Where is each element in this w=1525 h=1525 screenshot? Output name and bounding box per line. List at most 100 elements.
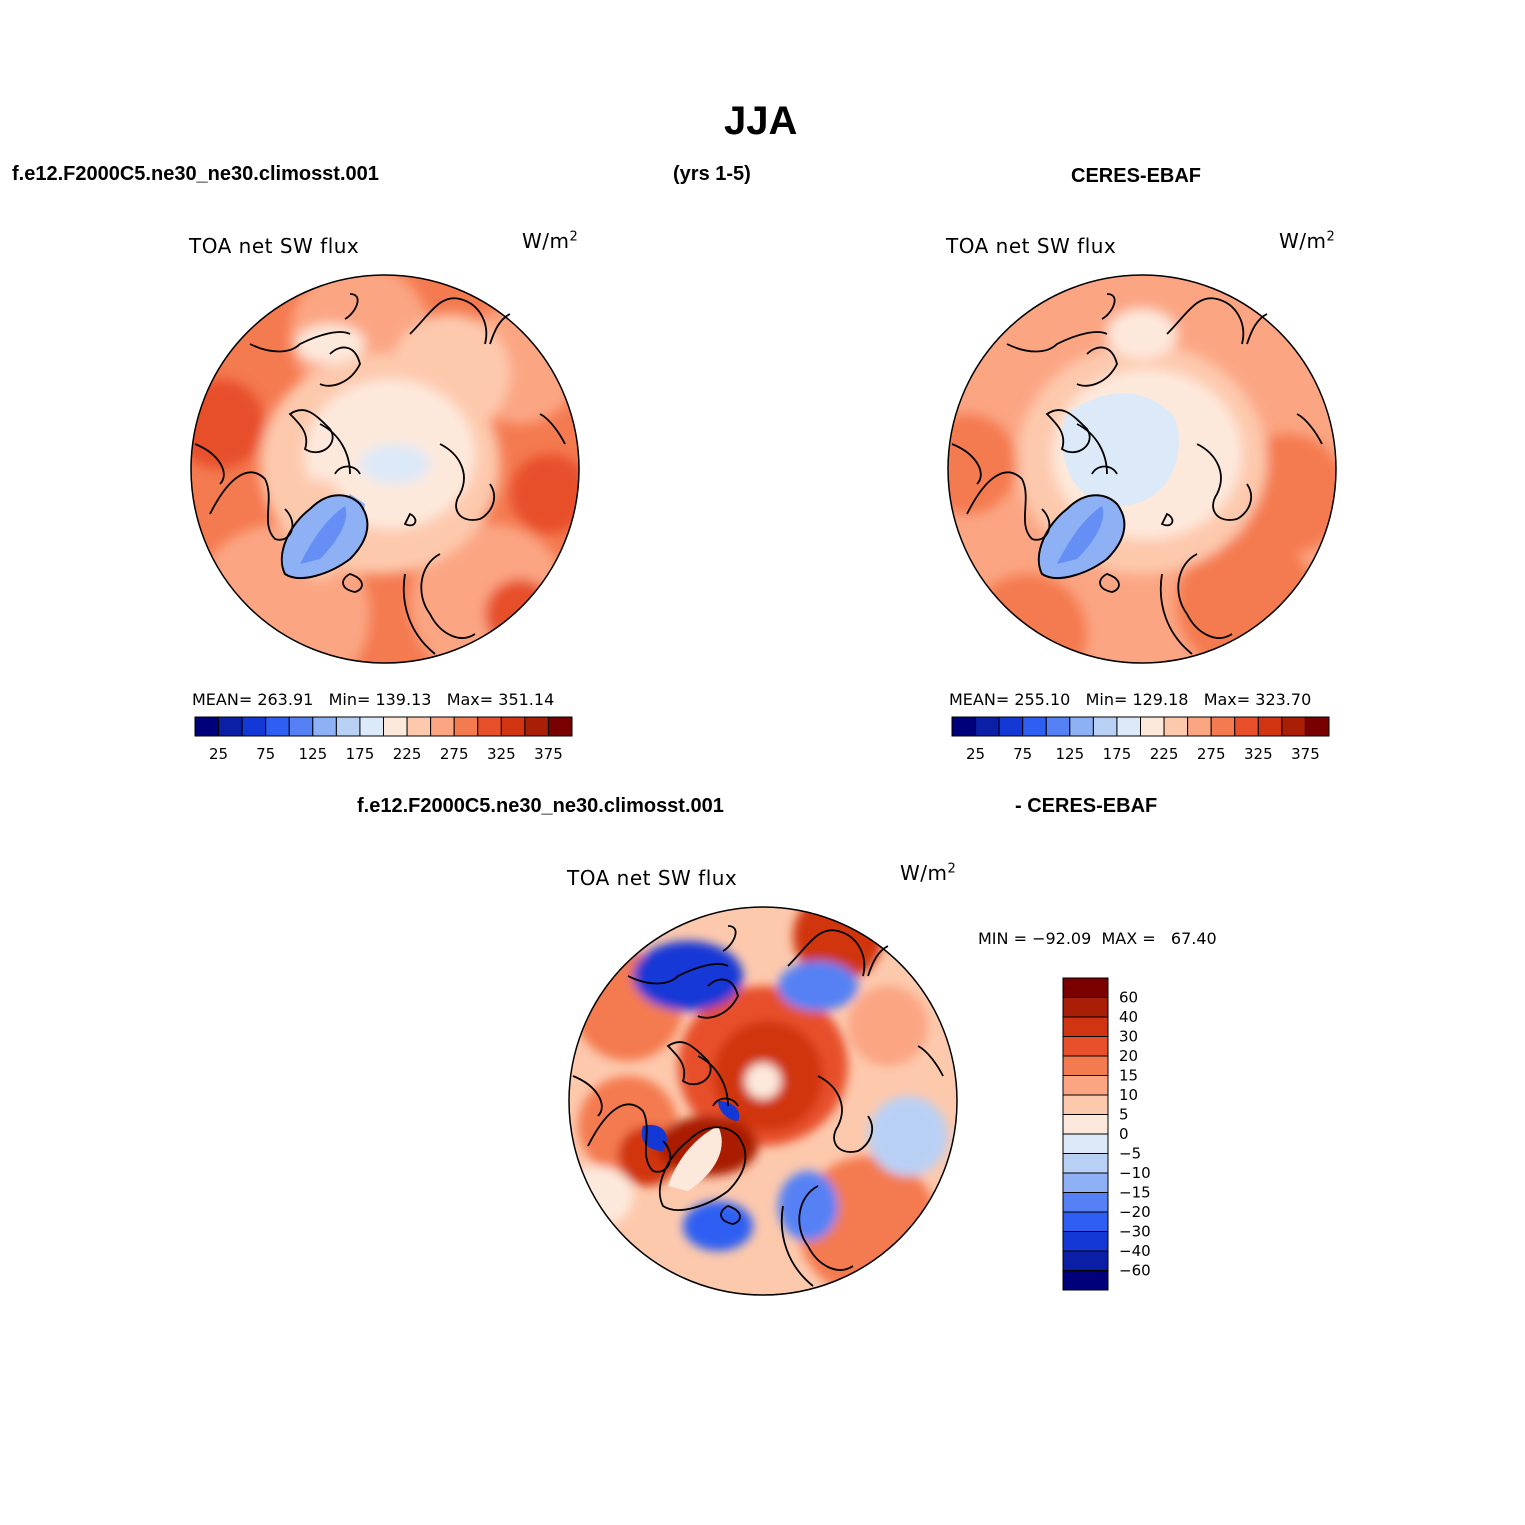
diff-colorbar-tick-label: 5 <box>1119 1106 1129 1124</box>
model-stats: MEAN= 263.91 Min= 139.13 Max= 351.14 <box>192 690 555 709</box>
model-colorbar-swatch <box>359 716 384 737</box>
figure-title: JJA <box>724 99 798 143</box>
model-colorbar-swatch <box>547 716 573 737</box>
model-colorbar-tick-label: 125 <box>298 745 327 763</box>
obs-colorbar-swatch <box>1281 716 1306 737</box>
model-colorbar-swatch <box>335 716 361 737</box>
diff-colorbar-swatch <box>1062 1114 1109 1135</box>
diff-colorbar-swatch <box>1062 977 1109 998</box>
obs-colorbar-swatch <box>1163 716 1189 737</box>
diff-colorbar-tick-label: −40 <box>1119 1242 1151 1260</box>
diff-colorbar-tick-label: −60 <box>1119 1262 1151 1280</box>
diff-colorbar-swatch <box>1062 1055 1109 1076</box>
diff-colorbar-swatch <box>1062 1036 1109 1057</box>
model-colorbar-swatch <box>453 716 479 737</box>
diff-colorbar-tick-label: 30 <box>1119 1028 1138 1046</box>
model-colorbar-swatch <box>430 716 455 737</box>
diff-units-label: W/m2 <box>900 861 956 885</box>
diff-colorbar-tick-label: −15 <box>1119 1184 1151 1202</box>
obs-colorbar-tick-label: 325 <box>1244 745 1273 763</box>
model-colorbar-swatch <box>406 716 432 737</box>
diff-colorbar-swatch <box>1062 1075 1109 1096</box>
obs-colorbar-swatch <box>1116 716 1141 737</box>
obs-colorbar-tick-label: 175 <box>1103 745 1132 763</box>
diff-polar-map <box>568 906 958 1296</box>
diff-colorbar-swatch <box>1062 1094 1109 1115</box>
obs-colorbar-swatch <box>1022 716 1047 737</box>
model-polar-map <box>190 274 580 664</box>
diff-colorbar-swatch <box>1062 1016 1109 1037</box>
years-header: (yrs 1-5) <box>673 163 751 185</box>
model-colorbar-swatch <box>312 716 337 737</box>
diff-colorbar-swatch <box>1062 997 1109 1018</box>
diff-colorbar-swatch <box>1062 1172 1109 1193</box>
model-colorbar-swatch <box>218 716 243 737</box>
diff-colorbar-swatch <box>1062 1153 1109 1174</box>
model-colorbar-tick-label: 325 <box>487 745 516 763</box>
diff-colorbar-swatch <box>1062 1231 1109 1252</box>
diff-stats: MIN = −92.09 MAX = 67.40 <box>978 929 1217 948</box>
obs-colorbar-swatch <box>1140 716 1165 737</box>
model-units-base: W/m <box>522 229 570 253</box>
obs-units-exp: 2 <box>1326 229 1336 245</box>
obs-colorbar-tick-label: 25 <box>966 745 985 763</box>
diff-variable-label: TOA net SW flux <box>567 866 738 890</box>
diff-colorbar-tick-label: 20 <box>1119 1047 1138 1065</box>
obs-colorbar-swatch <box>1234 716 1259 737</box>
case-name-header: f.e12.F2000C5.ne30_ne30.climosst.001 <box>12 163 379 185</box>
diff-colorbar-swatch <box>1062 1192 1109 1213</box>
model-colorbar-swatch <box>288 716 314 737</box>
diff-colorbar-tick-label: 15 <box>1119 1067 1138 1085</box>
diff-units-base: W/m <box>900 861 948 885</box>
model-colorbar-tick-label: 75 <box>256 745 275 763</box>
obs-colorbar-tick-label: 275 <box>1197 745 1226 763</box>
diff-colorbar-tick-label: 10 <box>1119 1086 1138 1104</box>
obs-colorbar-tick-label: 225 <box>1150 745 1179 763</box>
obs-colorbar-tick-label: 125 <box>1055 745 1084 763</box>
model-variable-label: TOA net SW flux <box>189 234 360 258</box>
model-colorbar-swatch <box>241 716 267 737</box>
obs-colorbar-swatch <box>1069 716 1094 737</box>
model-colorbar-swatch <box>477 716 502 737</box>
model-colorbar-swatch <box>383 716 408 737</box>
obs-colorbar-swatch <box>1257 716 1283 737</box>
model-units-exp: 2 <box>569 229 579 245</box>
obs-colorbar-tick-label: 375 <box>1291 745 1320 763</box>
diff-colorbar-tick-label: 40 <box>1119 1008 1138 1026</box>
diff-colorbar-tick-label: −30 <box>1119 1223 1151 1241</box>
obs-colorbar-swatch <box>1045 716 1071 737</box>
obs-variable-label: TOA net SW flux <box>946 234 1117 258</box>
diff-colorbar-swatch <box>1062 1133 1109 1154</box>
model-colorbar-swatch <box>194 716 220 737</box>
model-colorbar-swatch <box>524 716 549 737</box>
model-units-label: W/m2 <box>522 229 578 253</box>
obs-colorbar-swatch <box>1210 716 1236 737</box>
obs-colorbar-swatch <box>1304 716 1330 737</box>
obs-colorbar-tick-label: 75 <box>1013 745 1032 763</box>
model-colorbar-tick-label: 225 <box>393 745 422 763</box>
diff-colorbar-tick-label: −20 <box>1119 1203 1151 1221</box>
model-colorbar-swatch <box>265 716 290 737</box>
model-colorbar: 25 75 125 175 225 275 325 375 <box>194 716 573 763</box>
model-colorbar-tick-label: 175 <box>346 745 375 763</box>
obs-colorbar-swatch <box>1187 716 1212 737</box>
obs-colorbar-swatch <box>975 716 1000 737</box>
diff-colorbar-tick-label: −10 <box>1119 1164 1151 1182</box>
obs-colorbar-swatch <box>998 716 1024 737</box>
diff-colorbar-swatch <box>1062 1211 1109 1232</box>
obs-colorbar-swatch <box>1092 716 1118 737</box>
obs-colorbar-swatch <box>951 716 977 737</box>
obs-units-base: W/m <box>1279 229 1327 253</box>
obs-polar-map <box>947 274 1337 664</box>
diff-colorbar-tick-label: 0 <box>1119 1125 1129 1143</box>
model-colorbar-tick-label: 25 <box>209 745 228 763</box>
model-colorbar-swatch <box>500 716 526 737</box>
obs-units-label: W/m2 <box>1279 229 1335 253</box>
diff-colorbar-tick-label: −5 <box>1119 1145 1141 1163</box>
diff-units-exp: 2 <box>947 861 957 877</box>
diff-obs-header: - CERES-EBAF <box>1015 795 1158 817</box>
diff-colorbar-tick-label: 60 <box>1119 989 1138 1007</box>
obs-stats: MEAN= 255.10 Min= 129.18 Max= 323.70 <box>949 690 1312 709</box>
obs-name-header: CERES-EBAF <box>1071 165 1202 187</box>
